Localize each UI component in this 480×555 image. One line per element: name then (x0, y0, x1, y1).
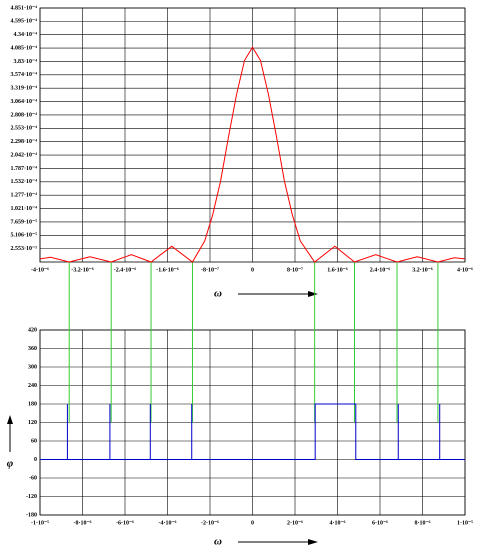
x-tick-label: -3.2·10⁻⁶ (71, 267, 94, 273)
x-axis-title: ω (214, 288, 222, 300)
x-tick-label: -8·10⁻⁷ (201, 267, 219, 273)
x-tick-label: 4·10⁻⁶ (457, 267, 473, 273)
y-tick-label: 2.808·10⁻⁴ (11, 112, 38, 118)
x-tick-label: -1.6·10⁻⁶ (156, 267, 179, 273)
y-tick-label: 360 (28, 346, 37, 352)
y-tick-label: 1.787·10⁻⁴ (11, 166, 38, 172)
x-tick-label: 6·10⁻⁶ (372, 520, 388, 526)
y-tick-label: 2.042·10⁻⁴ (11, 152, 38, 158)
y-tick-label: 2.298·10⁻⁴ (11, 139, 38, 145)
x-tick-label: -1·10⁻⁵ (31, 520, 49, 526)
y-tick-label: -180 (26, 512, 37, 518)
x-tick-label: 4·10⁻⁶ (330, 520, 346, 526)
x-tick-label: 0 (251, 520, 254, 526)
y-tick-label: 3.83·10⁻⁴ (14, 59, 38, 65)
x-tick-label: 2·10⁻⁶ (287, 520, 303, 526)
x-tick-label: 0 (251, 267, 254, 273)
y-tick-label: 2.553·10⁻⁵ (11, 246, 38, 252)
x-tick-label: -4·10⁻⁶ (159, 520, 177, 526)
axis-arrowhead (7, 415, 13, 424)
x-tick-label: -2.4·10⁻⁶ (114, 267, 137, 273)
y-tick-label: 3.574·10⁻⁴ (11, 72, 38, 78)
y-tick-label: 3.319·10⁻⁴ (11, 86, 38, 92)
data-line (40, 403, 465, 460)
y-tick-label: 0 (34, 457, 37, 463)
axis-arrowhead (308, 291, 318, 297)
x-tick-label: -4·10⁻⁶ (31, 267, 49, 273)
x-tick-label: 2.4·10⁻⁶ (370, 267, 391, 273)
y-axis-title: φ (7, 458, 14, 470)
y-tick-label: 5.106·10⁻⁵ (11, 233, 38, 239)
y-tick-label: 3.064·10⁻⁴ (11, 99, 38, 105)
y-tick-label: 120 (28, 420, 37, 426)
axis-arrowhead (308, 539, 318, 545)
y-tick-label: 4.595·10⁻⁴ (11, 19, 38, 25)
x-tick-label: 1.6·10⁻⁶ (327, 267, 348, 273)
y-tick-label: 1.021·10⁻⁴ (11, 206, 38, 212)
y-tick-label: 180 (28, 401, 37, 407)
y-tick-label: 1.277·10⁻⁴ (11, 193, 38, 199)
y-tick-label: 2.553·10⁻⁴ (11, 126, 38, 132)
y-tick-label: 240 (28, 383, 37, 389)
y-tick-label: 1.532·10⁻⁴ (11, 179, 38, 185)
x-tick-label: 3.2·10⁻⁶ (412, 267, 433, 273)
y-tick-label: 4.851·10⁻⁴ (11, 5, 38, 11)
x-tick-label: -8·10⁻⁶ (74, 520, 92, 526)
y-tick-label: 300 (28, 364, 37, 370)
x-tick-label: 8·10⁻⁷ (287, 267, 303, 273)
x-tick-label: 1·10⁻⁵ (457, 520, 473, 526)
y-tick-label: -60 (29, 475, 37, 481)
data-line (39, 46, 466, 263)
y-tick-label: 60 (31, 438, 37, 444)
y-tick-label: 7.659·10⁻⁵ (11, 219, 38, 225)
y-tick-label: -120 (26, 494, 37, 500)
x-tick-label: 8·10⁻⁶ (415, 520, 431, 526)
y-tick-label: 4.34·10⁻⁴ (14, 32, 38, 38)
x-tick-label: -2·10⁻⁶ (201, 520, 219, 526)
y-tick-label: 4.085·10⁻⁴ (11, 45, 38, 51)
x-axis-title: ω (214, 536, 222, 548)
x-tick-label: -6·10⁻⁶ (116, 520, 134, 526)
y-tick-label: 420 (28, 327, 37, 333)
